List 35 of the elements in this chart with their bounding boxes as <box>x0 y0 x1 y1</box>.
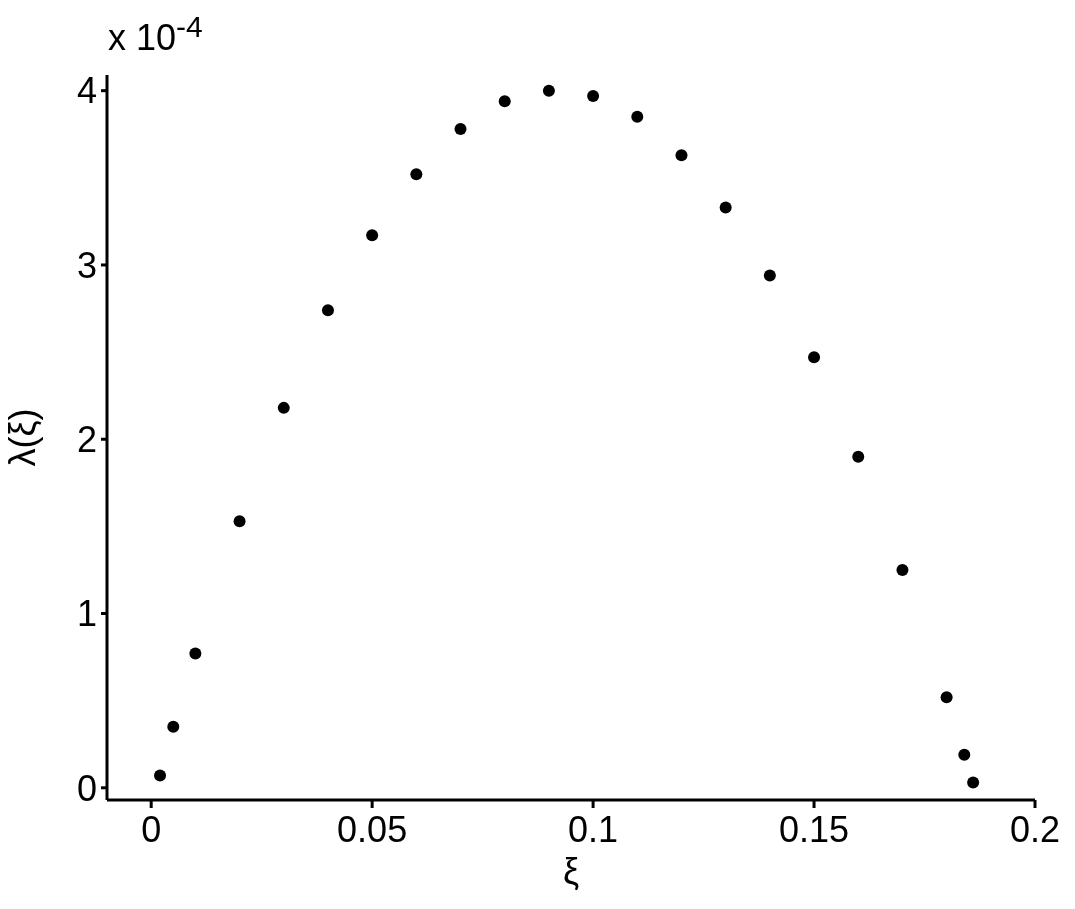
point <box>587 89 600 102</box>
point <box>958 748 971 761</box>
text: x 10$^{-4}$ <box>108 10 203 59</box>
point <box>154 769 167 782</box>
point <box>852 450 865 463</box>
point <box>940 691 953 704</box>
point <box>321 304 334 317</box>
point <box>189 647 202 660</box>
point <box>410 168 423 181</box>
x-axis-title: ξ <box>562 851 580 892</box>
y-tick-label: 4 <box>76 70 97 112</box>
point <box>967 776 980 789</box>
y-tick-label: 0 <box>76 767 97 809</box>
point <box>719 201 732 214</box>
point <box>498 95 511 108</box>
x-tick-label: 0.2 <box>1009 808 1061 850</box>
point <box>631 110 644 123</box>
point <box>277 401 290 414</box>
x-tick-label: 0 <box>141 808 162 850</box>
point <box>763 269 776 282</box>
x-tick-label: 0.15 <box>779 808 850 850</box>
point <box>542 84 555 97</box>
y-tick-label: 2 <box>76 419 97 461</box>
x-tick-label: 0.05 <box>337 808 408 850</box>
point <box>675 149 688 162</box>
point <box>896 563 909 576</box>
x-tick-label: 0.1 <box>568 808 619 850</box>
point <box>167 720 180 733</box>
point <box>808 351 821 364</box>
point <box>454 123 467 136</box>
y-axis-title: λ(ξ) <box>1 408 43 467</box>
y-tick-label: 3 <box>76 244 97 286</box>
point <box>233 515 246 528</box>
y-tick-label: 1 <box>76 593 97 635</box>
point <box>366 229 379 242</box>
